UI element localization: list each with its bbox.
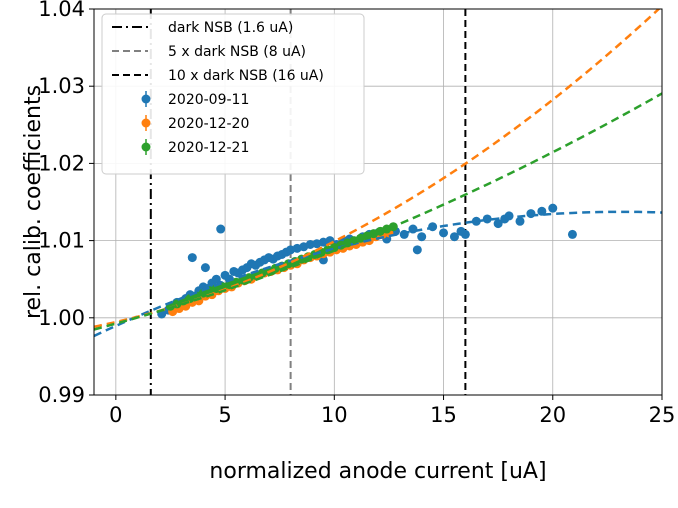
legend-label: 2020-09-11 bbox=[168, 92, 249, 108]
fit-curves bbox=[94, 9, 662, 338]
x-tick-label: 20 bbox=[539, 403, 566, 427]
y-tick-label: 1.04 bbox=[38, 0, 85, 21]
y-tick-label: 1.02 bbox=[38, 151, 85, 175]
x-tick-label: 0 bbox=[109, 403, 122, 427]
data-point bbox=[548, 203, 558, 213]
data-point bbox=[482, 214, 492, 224]
data-point bbox=[515, 216, 525, 226]
data-point bbox=[493, 219, 503, 229]
data-point bbox=[408, 224, 418, 234]
x-tick-label: 10 bbox=[321, 403, 348, 427]
x-tick-label: 15 bbox=[430, 403, 457, 427]
y-tick-label: 1.03 bbox=[38, 74, 85, 98]
legend-marker-swatch bbox=[141, 142, 151, 152]
x-tick-label: 5 bbox=[218, 403, 231, 427]
y-axis-label: rel. calib. coefficients bbox=[21, 85, 46, 319]
legend-marker-swatch bbox=[141, 94, 151, 104]
fit-curve bbox=[94, 210, 662, 338]
data-point bbox=[456, 226, 466, 236]
y-tick-label: 0.99 bbox=[38, 383, 85, 407]
y-tick-label: 1.01 bbox=[38, 229, 85, 253]
data-point bbox=[412, 245, 422, 255]
y-axis-ticks: 0.99 1.00 1.01 1.02 1.03 1.04 bbox=[38, 0, 94, 407]
fit-curve bbox=[94, 92, 662, 331]
legend-label: dark NSB (1.6 uA) bbox=[168, 20, 293, 36]
data-point bbox=[449, 232, 459, 242]
data-point bbox=[567, 229, 577, 239]
data-point bbox=[471, 216, 481, 226]
legend-label: 5 x dark NSB (8 uA) bbox=[168, 44, 306, 60]
x-axis-ticks: 0 5 10 15 20 25 bbox=[109, 395, 675, 427]
legend-label: 10 x dark NSB (16 uA) bbox=[168, 68, 324, 84]
plot-frame bbox=[93, 8, 663, 396]
data-point bbox=[187, 253, 197, 263]
legend-label: 2020-12-20 bbox=[168, 116, 249, 132]
data-point bbox=[318, 255, 328, 265]
data-point bbox=[439, 228, 449, 238]
data-point bbox=[200, 263, 210, 273]
legend-box bbox=[101, 13, 365, 175]
y-tick-label: 1.00 bbox=[38, 306, 85, 330]
data-point bbox=[417, 232, 427, 242]
legend-label: 2020-12-21 bbox=[168, 140, 249, 156]
x-tick-label: 25 bbox=[649, 403, 676, 427]
x-axis-label: normalized anode current [uA] bbox=[209, 459, 546, 484]
legend-marker-swatch bbox=[141, 118, 151, 128]
data-point bbox=[216, 224, 226, 234]
data-point bbox=[305, 239, 315, 249]
legend: dark NSB (1.6 uA) 5 x dark NSB (8 uA) 10 x… bbox=[101, 13, 365, 175]
